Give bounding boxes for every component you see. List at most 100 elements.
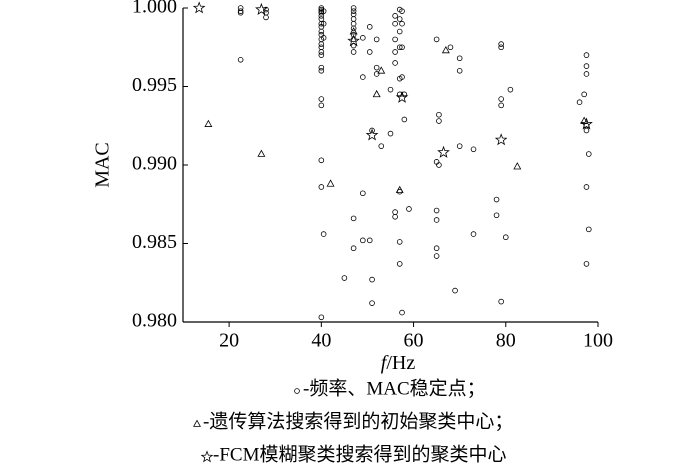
- point: [396, 16, 403, 22]
- point: [318, 16, 325, 22]
- legend-label: -遗传算法搜索得到的初始聚类中心；: [203, 410, 513, 432]
- point: [237, 57, 244, 63]
- point: [192, 1, 206, 14]
- point: [498, 41, 504, 47]
- point: [583, 52, 590, 58]
- point: [373, 64, 380, 71]
- y-tick-label: 0.985: [132, 231, 177, 253]
- point: [583, 71, 590, 77]
- y-tick-label: 0.980: [132, 310, 177, 332]
- point: [365, 128, 379, 141]
- y-tick-label: 1.000: [132, 0, 177, 18]
- point: [395, 185, 404, 193]
- point: [350, 245, 357, 252]
- point: [406, 206, 412, 212]
- y-tick-label: 0.990: [132, 153, 177, 175]
- point: [387, 130, 394, 137]
- point: [456, 143, 463, 149]
- point: [401, 91, 408, 98]
- point: [583, 127, 590, 134]
- point: [502, 234, 509, 241]
- point: [401, 116, 408, 123]
- point: [204, 119, 213, 127]
- point: [341, 275, 348, 281]
- point: [318, 41, 325, 47]
- point: [318, 314, 325, 321]
- point: [498, 96, 504, 102]
- point: [392, 36, 398, 43]
- point: [433, 245, 440, 252]
- legend-label: -FCM模糊聚类搜索得到的聚类中心: [213, 443, 506, 465]
- point: [318, 44, 325, 51]
- point: [350, 25, 357, 32]
- point: [583, 261, 590, 267]
- point: [326, 179, 335, 187]
- point: [433, 253, 440, 259]
- point: [349, 27, 358, 35]
- point: [263, 14, 269, 21]
- point: [399, 44, 405, 51]
- point: [507, 86, 514, 93]
- point: [576, 99, 583, 105]
- x-axis-label-unit: /Hz: [386, 352, 415, 374]
- legend-marker: [294, 388, 300, 394]
- point: [581, 91, 587, 98]
- x-tick-label: 80: [496, 330, 516, 352]
- point: [441, 45, 450, 54]
- point: [318, 157, 325, 164]
- point: [366, 237, 373, 244]
- point: [318, 52, 325, 58]
- point: [399, 74, 405, 80]
- point: [396, 261, 403, 267]
- point: [436, 111, 442, 118]
- point: [350, 215, 357, 222]
- point: [396, 239, 403, 245]
- point: [493, 196, 500, 203]
- point: [392, 214, 398, 220]
- point: [373, 71, 380, 77]
- point: [396, 44, 403, 51]
- point: [498, 44, 504, 51]
- point: [493, 212, 500, 219]
- point: [318, 20, 325, 27]
- point: [447, 44, 454, 51]
- point: [320, 231, 327, 237]
- legend-label: -频率、MAC稳定点；: [303, 377, 486, 399]
- point: [347, 34, 360, 47]
- point: [257, 149, 266, 157]
- point: [369, 127, 375, 134]
- point: [237, 8, 244, 14]
- point: [360, 35, 366, 41]
- point: [263, 6, 269, 13]
- point: [392, 49, 398, 55]
- point: [399, 309, 405, 316]
- point: [456, 68, 463, 74]
- point: [318, 64, 325, 71]
- point: [372, 89, 381, 98]
- point: [350, 20, 357, 27]
- point: [318, 96, 325, 102]
- x-axis-label-italic: f: [381, 352, 389, 374]
- x-tick-label: 40: [311, 330, 331, 352]
- point: [433, 217, 440, 223]
- point: [350, 49, 357, 55]
- point: [350, 5, 357, 11]
- point: [399, 20, 405, 27]
- point: [318, 102, 325, 109]
- point: [392, 20, 398, 27]
- point: [436, 162, 442, 168]
- point: [392, 60, 398, 66]
- point: [318, 184, 325, 190]
- point: [583, 184, 590, 190]
- point: [318, 13, 325, 19]
- point: [378, 143, 385, 149]
- point: [320, 8, 327, 14]
- point: [318, 68, 325, 74]
- point: [580, 117, 593, 130]
- point: [437, 145, 450, 158]
- point: [360, 237, 366, 244]
- point: [585, 151, 592, 157]
- point: [583, 63, 590, 69]
- point: [392, 209, 398, 215]
- point: [320, 20, 327, 27]
